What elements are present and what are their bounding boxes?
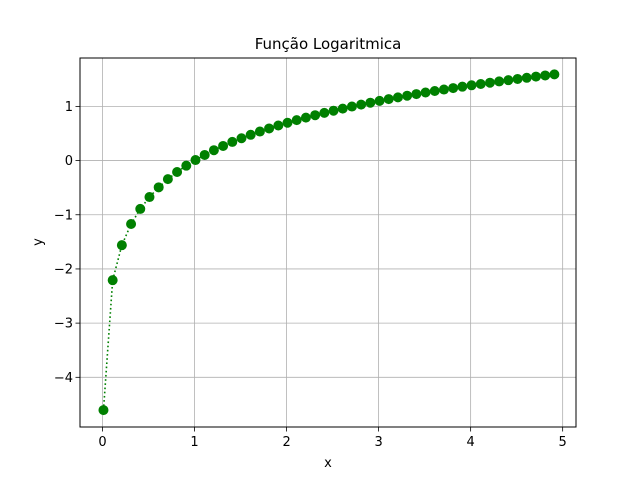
x-axis-label: x xyxy=(324,456,332,471)
data-point xyxy=(310,110,321,121)
data-point xyxy=(227,136,238,147)
data-point xyxy=(429,86,440,96)
data-point xyxy=(530,71,541,82)
y-tick-label: −2 xyxy=(54,262,73,277)
data-point xyxy=(420,87,431,98)
plot-frame xyxy=(79,57,577,428)
data-point xyxy=(411,89,422,100)
data-point xyxy=(273,120,284,131)
data-point xyxy=(208,145,219,156)
data-point xyxy=(457,81,468,92)
data-point xyxy=(199,149,210,160)
x-tick-label: 4 xyxy=(466,435,474,450)
data-point xyxy=(337,103,348,114)
data-point xyxy=(475,79,486,90)
data-point xyxy=(346,101,357,112)
data-point xyxy=(153,182,164,193)
x-tick-label: 5 xyxy=(559,435,567,450)
data-point xyxy=(254,126,265,137)
data-point xyxy=(162,174,173,185)
plot-series xyxy=(98,69,560,416)
data-point xyxy=(144,192,155,203)
data-point xyxy=(365,97,376,108)
data-point xyxy=(300,112,311,123)
data-point xyxy=(172,167,183,178)
x-tick-label: 1 xyxy=(190,435,198,450)
axis-ticks: 0 1 2 3 4 5 −4 −3 −2 −1 0 1 xyxy=(54,100,567,450)
data-point xyxy=(116,240,127,251)
y-tick-label: −1 xyxy=(54,208,73,223)
data-point xyxy=(107,275,118,286)
data-point xyxy=(291,115,302,126)
data-point xyxy=(466,80,477,91)
data-point xyxy=(282,117,293,128)
data-point xyxy=(374,95,385,106)
data-point xyxy=(512,73,523,84)
x-tick-label: 3 xyxy=(374,435,382,450)
data-point xyxy=(521,72,532,83)
data-point xyxy=(181,160,192,171)
data-point xyxy=(126,219,137,230)
data-point xyxy=(356,99,367,110)
data-point xyxy=(319,107,330,118)
y-tick-label: −4 xyxy=(54,371,73,386)
y-tick-label: −3 xyxy=(54,317,73,332)
data-point xyxy=(494,76,505,87)
x-tick-label: 2 xyxy=(282,435,290,450)
data-point xyxy=(135,203,146,214)
data-point xyxy=(484,77,495,88)
x-tick-label: 0 xyxy=(98,435,106,450)
data-point xyxy=(549,69,560,80)
data-point xyxy=(503,75,514,86)
data-point xyxy=(245,129,256,140)
data-point xyxy=(383,94,394,105)
data-point xyxy=(448,83,459,94)
data-point xyxy=(218,140,229,151)
chart-title: Função Logaritmica xyxy=(255,35,402,53)
data-point xyxy=(540,70,551,81)
data-point xyxy=(402,90,413,101)
data-point xyxy=(328,105,339,116)
data-point xyxy=(98,405,109,416)
y-tick-label: 0 xyxy=(65,154,73,169)
y-tick-label: 1 xyxy=(65,100,73,115)
data-point xyxy=(236,133,247,144)
y-axis-label: y xyxy=(31,238,46,246)
data-point xyxy=(392,92,403,103)
data-point xyxy=(264,123,275,134)
data-point xyxy=(190,155,201,166)
data-point xyxy=(438,84,449,95)
